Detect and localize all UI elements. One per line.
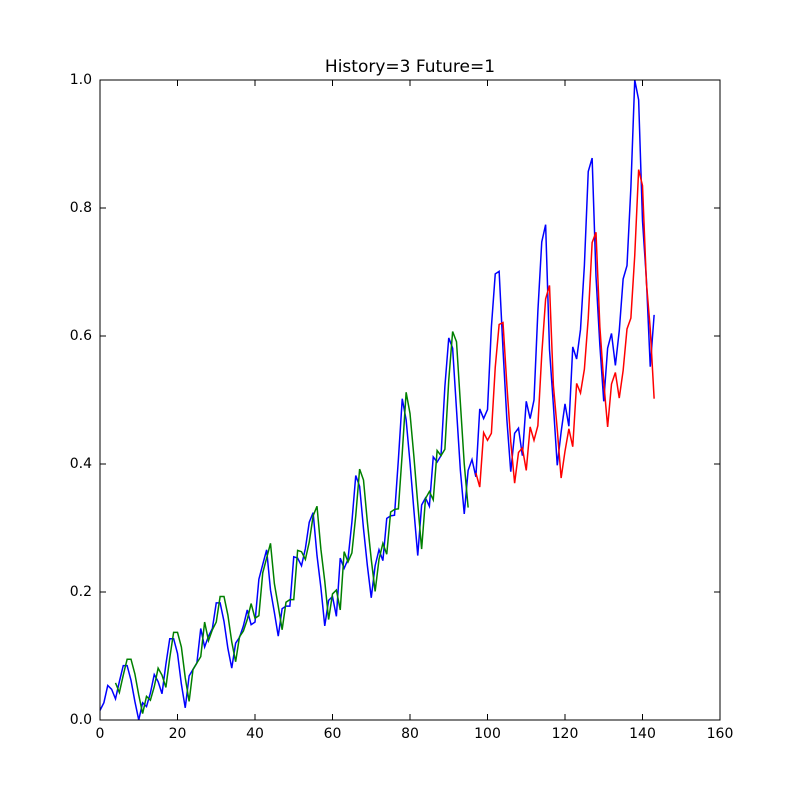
x-tick-label: 160: [707, 726, 734, 742]
y-tick-label: 0.2: [70, 584, 92, 600]
x-tick-label: 40: [246, 726, 264, 742]
x-tick-label: 20: [169, 726, 187, 742]
x-tick-label: 80: [401, 726, 419, 742]
x-tick-label: 120: [552, 726, 579, 742]
data-line: [114, 331, 469, 714]
x-tick-label: 0: [96, 726, 105, 742]
y-tick-label: 0.4: [70, 456, 92, 472]
x-tick-label: 60: [324, 726, 342, 742]
data-line: [475, 169, 655, 488]
y-tick-label: 1.0: [70, 72, 92, 88]
chart-title: History=3 Future=1: [325, 57, 495, 77]
y-tick-label: 0.8: [70, 200, 92, 216]
x-tick-label: 140: [629, 726, 656, 742]
y-tick-label: 0.6: [70, 328, 92, 344]
y-tick-label: 0.0: [70, 712, 92, 728]
x-tick-label: 100: [474, 726, 501, 742]
